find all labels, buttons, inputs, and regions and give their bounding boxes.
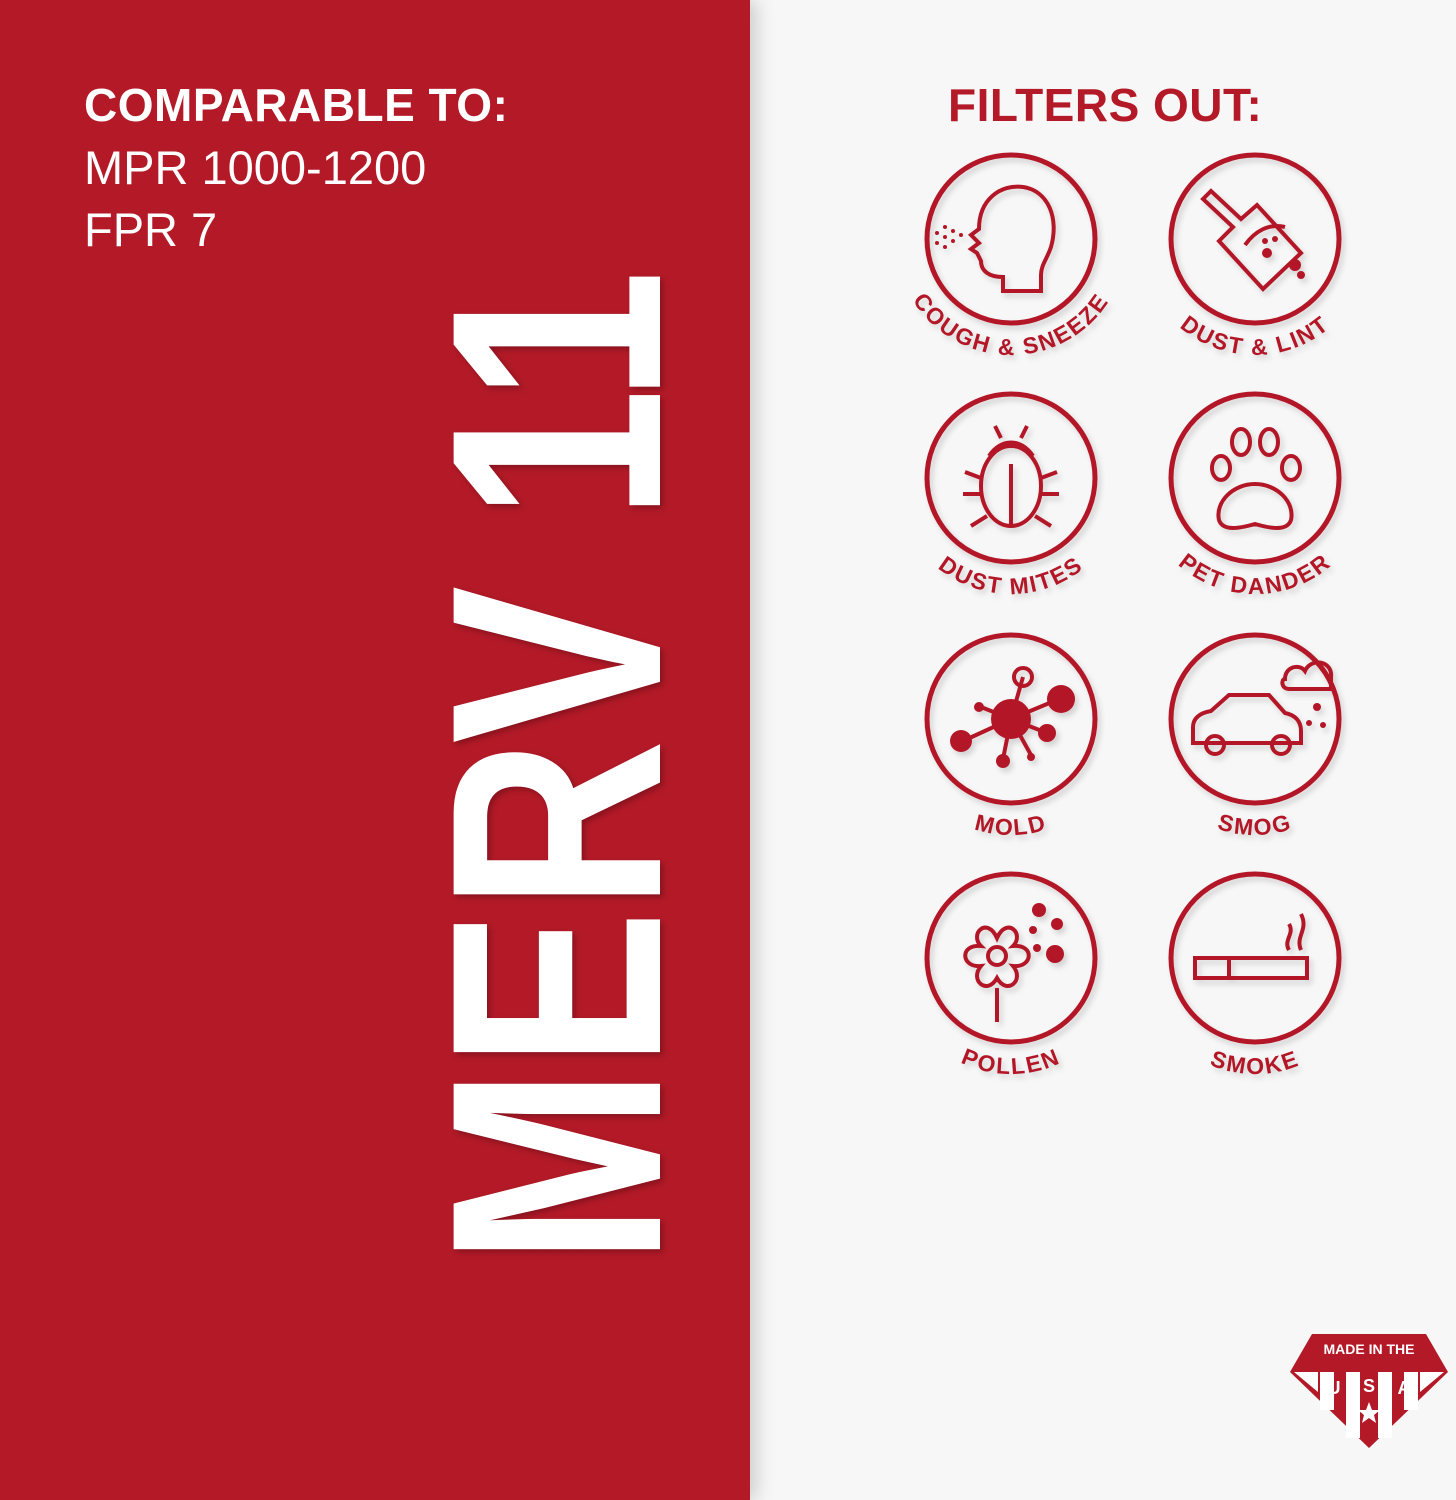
filter-label: PET DANDER (1174, 548, 1335, 599)
filter-item-smoke (1168, 871, 1342, 1045)
comparable-title: COMPARABLE TO: (84, 79, 509, 131)
filter-item-dust-mites (924, 391, 1098, 565)
filter-item-mold (924, 632, 1098, 806)
head-sneeze-icon (935, 184, 1056, 293)
comparable-fpr: FPR 7 (84, 203, 218, 256)
circle-frame (1168, 152, 1342, 326)
made-in-usa-badge: MADE IN THE U S A (1290, 1334, 1448, 1448)
circle-frame (924, 152, 1098, 326)
circle-frame (1168, 632, 1342, 806)
filter-item-pollen (924, 871, 1098, 1045)
badge-letter-a: A (1398, 1378, 1411, 1398)
badge-letter-u: U (1328, 1378, 1341, 1398)
car-smog-icon (1191, 660, 1334, 756)
comparable-mpr: MPR 1000-1200 (84, 141, 427, 194)
circle-frame (1168, 391, 1342, 565)
filter-item-smog (1168, 632, 1342, 806)
filter-label: DUST MITES (934, 551, 1087, 600)
circle-frame (924, 391, 1098, 565)
paw-icon (1210, 427, 1302, 530)
bug-icon (963, 425, 1059, 528)
star-icon (1358, 1402, 1380, 1423)
cigarette-icon (1193, 913, 1309, 980)
merv-rating: MERV 11 (388, 270, 724, 1265)
dustpan-icon (1200, 188, 1305, 292)
filter-label: SMOKE (1207, 1045, 1302, 1079)
merv-rating-text: MERV 11 (388, 270, 724, 1265)
filter-item-dust-lint (1168, 152, 1342, 326)
filters-title: FILTERS OUT: (948, 79, 1263, 131)
filter-label: POLLEN (958, 1043, 1064, 1079)
badge-letter-s: S (1363, 1376, 1375, 1396)
flower-icon (963, 903, 1064, 1022)
filter-item-pet-dander (1168, 391, 1342, 565)
circle-frame (924, 871, 1098, 1045)
filter-label: SMOG (1215, 808, 1295, 840)
mold-spore-icon (950, 666, 1075, 768)
badge-top-text: MADE IN THE (1324, 1341, 1415, 1357)
circle-frame (1168, 871, 1342, 1045)
filter-label: DUST & LINT (1176, 310, 1334, 360)
filter-item-cough-sneeze (924, 152, 1098, 326)
filter-label: MOLD (973, 809, 1050, 841)
circle-frame (924, 632, 1098, 806)
left-panel: COMPARABLE TO: MPR 1000-1200 FPR 7 (0, 0, 750, 1500)
